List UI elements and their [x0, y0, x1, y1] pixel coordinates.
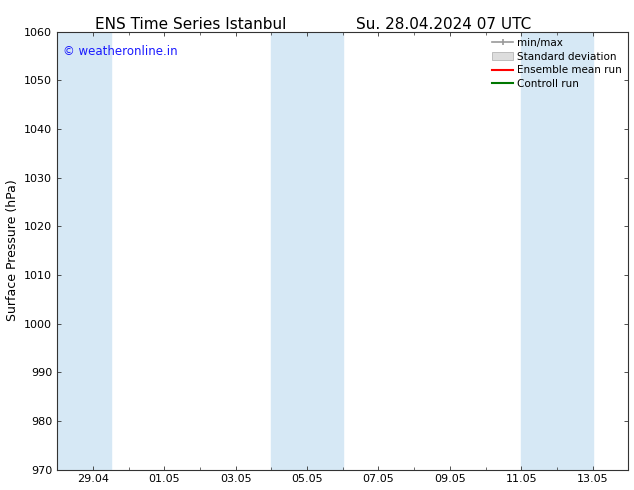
Legend: min/max, Standard deviation, Ensemble mean run, Controll run: min/max, Standard deviation, Ensemble me…	[489, 35, 625, 92]
Text: © weatheronline.in: © weatheronline.in	[63, 45, 178, 58]
Bar	[57, 32, 111, 469]
Y-axis label: Surface Pressure (hPa): Surface Pressure (hPa)	[6, 180, 18, 321]
Bar	[521, 32, 593, 469]
Text: Su. 28.04.2024 07 UTC: Su. 28.04.2024 07 UTC	[356, 17, 531, 32]
Text: ENS Time Series Istanbul: ENS Time Series Istanbul	[94, 17, 286, 32]
Bar	[271, 32, 343, 469]
